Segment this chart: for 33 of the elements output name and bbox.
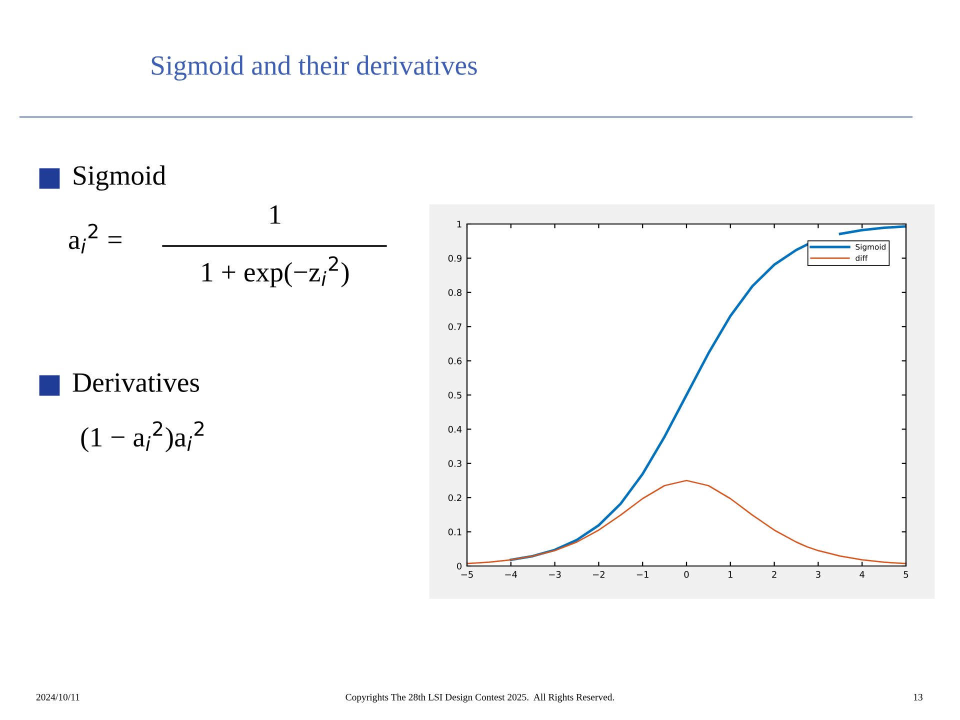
text: 2024/10/11: [36, 694, 80, 700]
y-tick-label: 0.4: [448, 426, 462, 433]
y-tick-label: 0.3: [448, 460, 462, 467]
chart-title: Sigmoid and their derivatives: [152, 55, 477, 81]
x-tick-label: 4: [860, 571, 864, 578]
x-tick-label: −3: [549, 571, 561, 578]
text: Copyrights The 28th LSI Design Contest 2025. All Rights Reserved.: [346, 694, 614, 702]
y-tick-label: 0.1: [448, 528, 462, 536]
text: 1: [270, 205, 280, 224]
text: 13: [914, 694, 922, 700]
x-tick-label: −2: [593, 571, 604, 578]
x-tick-label: −4: [505, 571, 518, 578]
y-tick-label: 1: [457, 220, 462, 228]
text: a$_{i}$$^{2}$ =: [68, 224, 122, 254]
y-tick-label: 0.8: [448, 289, 462, 296]
x-tick-label: 2: [772, 571, 776, 578]
x-tick-label: −5: [461, 571, 473, 578]
text: (1 − a$_{i}$$^{2}$)a$_{i}$$^{2}$: [81, 421, 204, 452]
x-tick-label: 1: [728, 571, 732, 578]
x-tick-label: 0: [684, 571, 689, 578]
line-series: [467, 480, 906, 564]
y-tick-label: 0: [456, 562, 462, 570]
y-tick-label: 0.5: [448, 392, 462, 399]
text: 1 + exp(−z$_{i}$$^{2}$): [202, 256, 349, 288]
y-tick-label: 0.2: [448, 494, 462, 502]
y-tick-label: 0.7: [448, 323, 462, 330]
x-tick-label: 3: [816, 571, 820, 578]
y-tick-label: 0.9: [448, 254, 462, 262]
text: Sigmoid: [74, 165, 166, 191]
x-tick-label: −1: [636, 571, 648, 578]
text: Derivatives: [72, 373, 200, 392]
y-tick-label: 0.6: [448, 358, 462, 364]
x-tick-label: 5: [904, 571, 908, 578]
